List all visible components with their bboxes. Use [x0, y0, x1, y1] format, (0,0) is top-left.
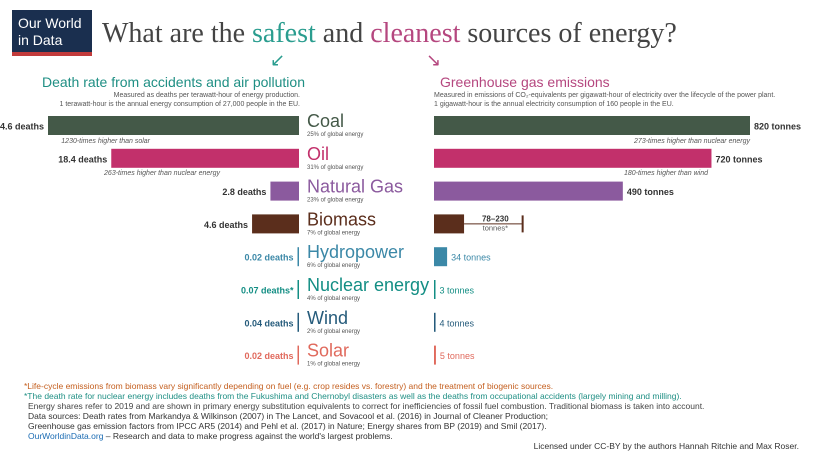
emission-note-coal: 273-times higher than nuclear energy [633, 138, 750, 145]
emission-label-biomass-unit: tonnes* [483, 223, 509, 232]
death-bar-natural-gas [270, 181, 299, 201]
death-bar-coal [48, 116, 299, 135]
death-bar-nuclear-energy [297, 280, 299, 299]
page-title: What are the safest and cleanest sources… [102, 18, 677, 50]
footnote-nuclear: *The death rate for nuclear energy inclu… [24, 391, 682, 401]
logo-line1: Our World [18, 15, 82, 31]
emission-bar-natural-gas [434, 181, 623, 201]
share-label-solar: 1% of global energy [307, 362, 360, 368]
death-bar-biomass [252, 214, 299, 234]
title-post: sources of energy? [460, 18, 677, 49]
footnote-energy-shares: Energy shares refer to 2019 and are show… [28, 401, 705, 411]
emission-label-natural-gas: 490 tonnes [627, 187, 674, 197]
category-label-biomass: Biomass [307, 209, 376, 229]
left-panel-subtitle: Measured as deaths per terawatt-hour of … [60, 91, 301, 109]
right-sub-1: Measured in emissions of CO₂-equivalents… [434, 92, 776, 99]
right-panel-subtitle: Measured in emissions of CO₂-equivalents… [434, 91, 775, 109]
emission-label-hydropower: 34 tonnes [451, 253, 491, 263]
emission-bar-coal [434, 116, 750, 135]
left-sub-1: Measured as deaths per terawatt-hour of … [113, 92, 300, 99]
death-bar-oil [111, 148, 299, 168]
emission-bar-hydropower [434, 247, 448, 267]
emission-bar-biomass [434, 214, 465, 234]
title-safe: safest [252, 18, 316, 49]
right-panel-title: Greenhouse gas emissions [440, 74, 610, 90]
cleanest-arrow-icon: ↘ [426, 50, 442, 70]
emission-bar-oil [434, 148, 712, 168]
safest-arrow-icon: ↙ [270, 50, 286, 70]
death-bar-hydropower [297, 247, 299, 267]
title-clean: cleanest [370, 18, 461, 49]
emission-label-biomass: 78–230 [482, 214, 509, 223]
footnote-sources-1: Data sources: Death rates from Markandya… [28, 411, 549, 421]
share-label-nuclear-energy: 4% of global energy [307, 296, 360, 302]
category-label-hydropower: Hydropower [307, 242, 404, 262]
death-label-oil: 18.4 deaths [58, 154, 107, 164]
title-pre: What are the [102, 18, 253, 49]
owid-logo: Our World in Data [12, 10, 92, 56]
site-link[interactable]: OurWorldinData.org [28, 431, 104, 441]
death-label-wind: 0.04 deaths [244, 318, 293, 328]
share-label-wind: 2% of global energy [307, 329, 360, 335]
share-label-natural-gas: 23% of global energy [307, 198, 363, 204]
emission-label-oil: 720 tonnes [715, 154, 762, 164]
category-label-wind: Wind [307, 308, 348, 328]
left-panel-title: Death rate from accidents and air pollut… [41, 74, 305, 90]
emission-note-oil: 180-times higher than wind [624, 170, 709, 177]
death-label-solar: 0.02 deaths [244, 351, 293, 361]
death-note-coal: 1230-times higher than solar [61, 138, 150, 145]
category-label-oil: Oil [307, 144, 329, 164]
death-label-hydropower: 0.02 deaths [244, 253, 293, 263]
share-label-biomass: 7% of global energy [307, 230, 360, 236]
right-sub-2: 1 gigawatt-hour is the annual electricit… [434, 101, 674, 108]
title-mid: and [315, 18, 371, 49]
left-sub-2: 1 terawatt-hour is the annual energy con… [59, 101, 301, 108]
emission-bar-wind [434, 312, 436, 332]
emission-label-solar: 5 tonnes [440, 351, 475, 361]
death-note-oil: 263-times higher than nuclear energy [103, 170, 220, 177]
share-label-hydropower: 6% of global energy [307, 263, 360, 269]
death-label-coal: 24.6 deaths [0, 122, 44, 132]
emission-bar-solar [434, 345, 436, 365]
death-bar-wind [297, 312, 299, 332]
death-label-nuclear-energy: 0.07 deaths* [241, 286, 294, 296]
footnote-biomass: *Life-cycle emissions from biomass vary … [24, 381, 554, 391]
emission-bar-nuclear-energy [434, 280, 436, 299]
death-label-natural-gas: 2.8 deaths [222, 187, 266, 197]
footnote-sources-2: Greenhouse gas emission factors from IPC… [28, 421, 547, 431]
emission-label-wind: 4 tonnes [440, 318, 475, 328]
license-text: Licensed under CC-BY by the authors Hann… [533, 441, 799, 451]
death-bar-solar [297, 345, 299, 365]
logo-line2: in Data [18, 32, 63, 48]
site-tagline: – Research and data to make progress aga… [103, 431, 393, 441]
category-label-coal: Coal [307, 111, 344, 131]
footnotes: *Life-cycle emissions from biomass vary … [24, 381, 704, 441]
share-label-coal: 25% of global energy [307, 132, 363, 138]
category-label-nuclear-energy: Nuclear energy [307, 275, 429, 295]
emission-label-coal: 820 tonnes [754, 122, 801, 132]
death-label-biomass: 4.6 deaths [204, 220, 248, 230]
share-label-oil: 31% of global energy [307, 165, 363, 171]
category-label-natural-gas: Natural Gas [307, 177, 403, 197]
emission-label-nuclear-energy: 3 tonnes [440, 286, 475, 296]
category-label-solar: Solar [307, 341, 349, 361]
